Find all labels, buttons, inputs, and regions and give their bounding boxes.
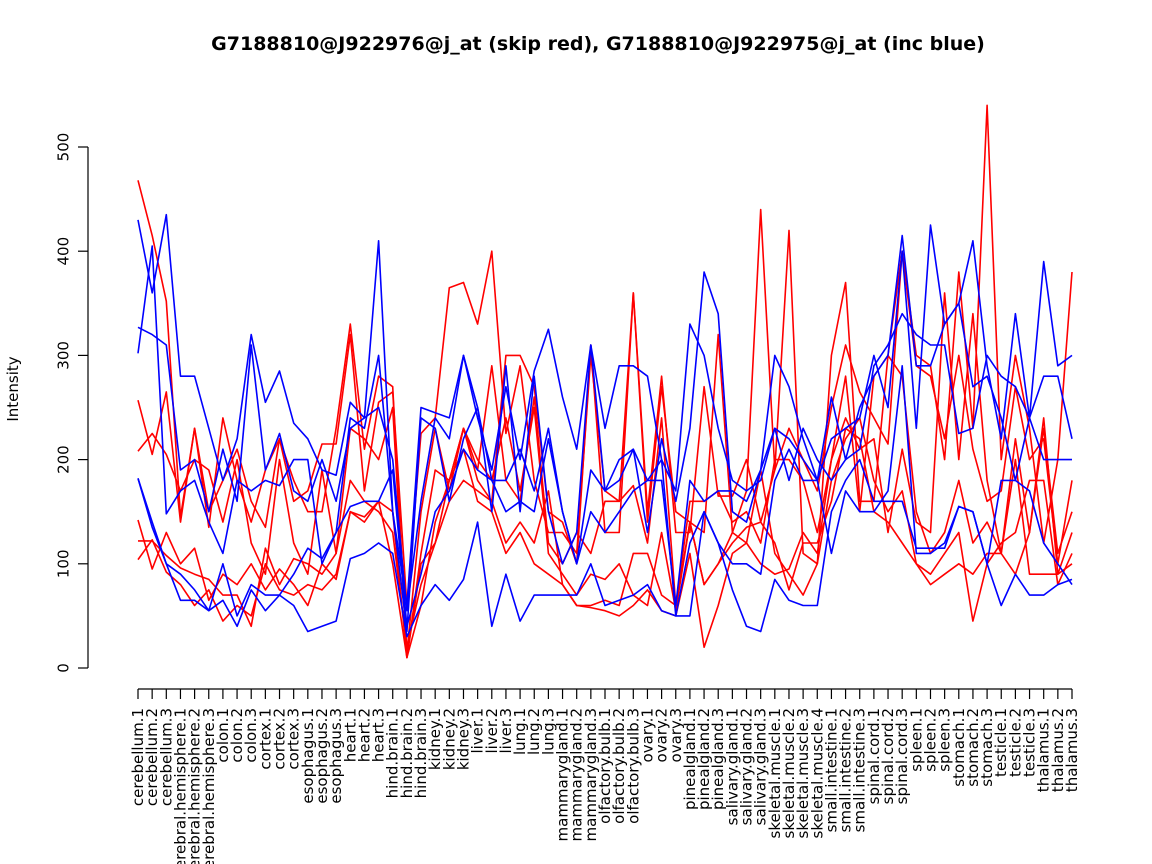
x-tick-label: small.intestine.3 — [851, 708, 869, 832]
series-line-red-6 — [137, 427, 1073, 659]
series-line-blue-4 — [137, 364, 1073, 628]
x-axis: cerebellum.1cerebellum.2cerebellum.3cere… — [129, 688, 1081, 864]
x-tick-label: pinealgland.3 — [709, 708, 727, 810]
x-tick-label: thalamus.1 — [1035, 708, 1053, 792]
x-tick-label: cortex.2 — [271, 708, 289, 770]
x-tick-label: spinal.cord.3 — [893, 708, 911, 804]
x-tick-label: kidney.1 — [426, 708, 444, 770]
y-tick-label: 100 — [55, 549, 73, 578]
x-tick-label: spinal.cord.1 — [865, 708, 883, 804]
x-tick-label: heart.3 — [370, 708, 388, 762]
x-tick-label: skeletal.muscle.1 — [766, 708, 784, 839]
x-tick-label: mammarygland.1 — [554, 708, 572, 841]
x-tick-label: cerebral.hemisphere.2 — [186, 708, 204, 864]
x-tick-label: esophagus.2 — [313, 708, 331, 804]
x-tick-label: stomach.1 — [950, 708, 968, 787]
series-line-blue-1 — [137, 213, 1073, 607]
x-tick-label: mammarygland.2 — [568, 708, 586, 841]
x-tick-label: esophagus.1 — [299, 708, 317, 804]
x-tick-label: heart.1 — [341, 708, 359, 762]
x-tick-label: olfactory.bulb.3 — [624, 708, 642, 824]
series-line-blue-3 — [137, 245, 1072, 633]
x-tick-label: salivary.gland.2 — [738, 708, 756, 825]
x-tick-label: cortex.3 — [285, 708, 303, 770]
series-layer — [137, 104, 1073, 659]
x-tick-label: spleen.2 — [921, 708, 939, 772]
x-tick-label: heart.2 — [355, 708, 373, 762]
x-tick-label: spleen.3 — [936, 708, 954, 772]
series-line-red-4 — [137, 354, 1073, 659]
y-tick-label: 200 — [55, 445, 73, 474]
series-line-blue-2 — [137, 234, 1073, 612]
y-axis: 0 100 200 300 400 500 — [55, 133, 89, 673]
x-tick-label: small.intestine.2 — [837, 708, 855, 832]
x-tick-label: spleen.1 — [907, 708, 925, 772]
x-tick-label: testicle.3 — [1021, 708, 1039, 777]
x-tick-label: cortex.1 — [256, 708, 274, 770]
x-tick-label: cerebral.hemisphere.3 — [200, 708, 218, 864]
x-tick-label: ovary.1 — [638, 708, 656, 762]
x-tick-label: hind.brain.1 — [384, 708, 402, 798]
x-tick-label: pinealgland.1 — [681, 708, 699, 810]
x-tick-label: hind.brain.2 — [398, 708, 416, 798]
y-tick-label: 0 — [55, 663, 73, 673]
x-tick-label: esophagus.3 — [327, 708, 345, 804]
y-axis-label: Intensity — [4, 356, 22, 421]
chart-title: G7188810@J922976@j_at (skip red), G71888… — [211, 33, 985, 55]
x-tick-label: ovary.2 — [653, 708, 671, 762]
x-tick-label: spinal.cord.2 — [879, 708, 897, 804]
x-tick-label: testicle.1 — [992, 708, 1010, 777]
x-tick-label: stomach.3 — [978, 708, 996, 787]
y-tick-label: 400 — [55, 237, 73, 266]
x-tick-label: liver.3 — [497, 708, 515, 754]
x-tick-label: olfactory.bulb.2 — [610, 708, 628, 824]
x-tick-label: cerebellum.2 — [143, 708, 161, 806]
x-tick-label: testicle.2 — [1006, 708, 1024, 777]
x-tick-label: colon.1 — [214, 708, 232, 763]
series-line-red-3 — [137, 292, 1073, 659]
x-tick-label: olfactory.bulb.1 — [596, 708, 614, 824]
x-tick-label: colon.2 — [228, 708, 246, 763]
x-tick-label: liver.1 — [469, 708, 487, 754]
x-tick-label: skeletal.muscle.4 — [808, 708, 826, 839]
x-tick-label: skeletal.muscle.3 — [794, 708, 812, 839]
x-tick-label: pinealgland.2 — [695, 708, 713, 810]
x-tick-label: mammarygland.3 — [582, 708, 600, 841]
y-tick-label: 500 — [55, 133, 73, 162]
x-tick-label: cerebellum.3 — [157, 708, 175, 806]
x-tick-label: skeletal.muscle.2 — [780, 708, 798, 839]
x-tick-label: small.intestine.1 — [822, 708, 840, 832]
x-tick-label: thalamus.3 — [1063, 708, 1081, 792]
x-tick-label: cerebellum.1 — [129, 708, 147, 806]
x-tick-label: ovary.3 — [667, 708, 685, 762]
x-tick-label: lung.1 — [511, 708, 529, 755]
x-tick-label: thalamus.2 — [1049, 708, 1067, 792]
x-tick-label: lung.3 — [539, 708, 557, 755]
x-tick-label: stomach.2 — [964, 708, 982, 787]
y-tick-label: 300 — [55, 341, 73, 370]
x-tick-label: liver.2 — [483, 708, 501, 754]
x-tick-label: cerebral.hemisphere.1 — [171, 708, 189, 864]
x-tick-label: salivary.gland.3 — [752, 708, 770, 825]
series-line-blue-5 — [137, 458, 1073, 638]
x-tick-label: kidney.2 — [440, 708, 458, 770]
x-tick-label: colon.3 — [242, 708, 260, 763]
x-tick-label: salivary.gland.1 — [723, 708, 741, 825]
x-tick-label: lung.2 — [525, 708, 543, 755]
x-tick-label: kidney.3 — [454, 708, 472, 770]
x-tick-label: hind.brain.3 — [412, 708, 430, 798]
